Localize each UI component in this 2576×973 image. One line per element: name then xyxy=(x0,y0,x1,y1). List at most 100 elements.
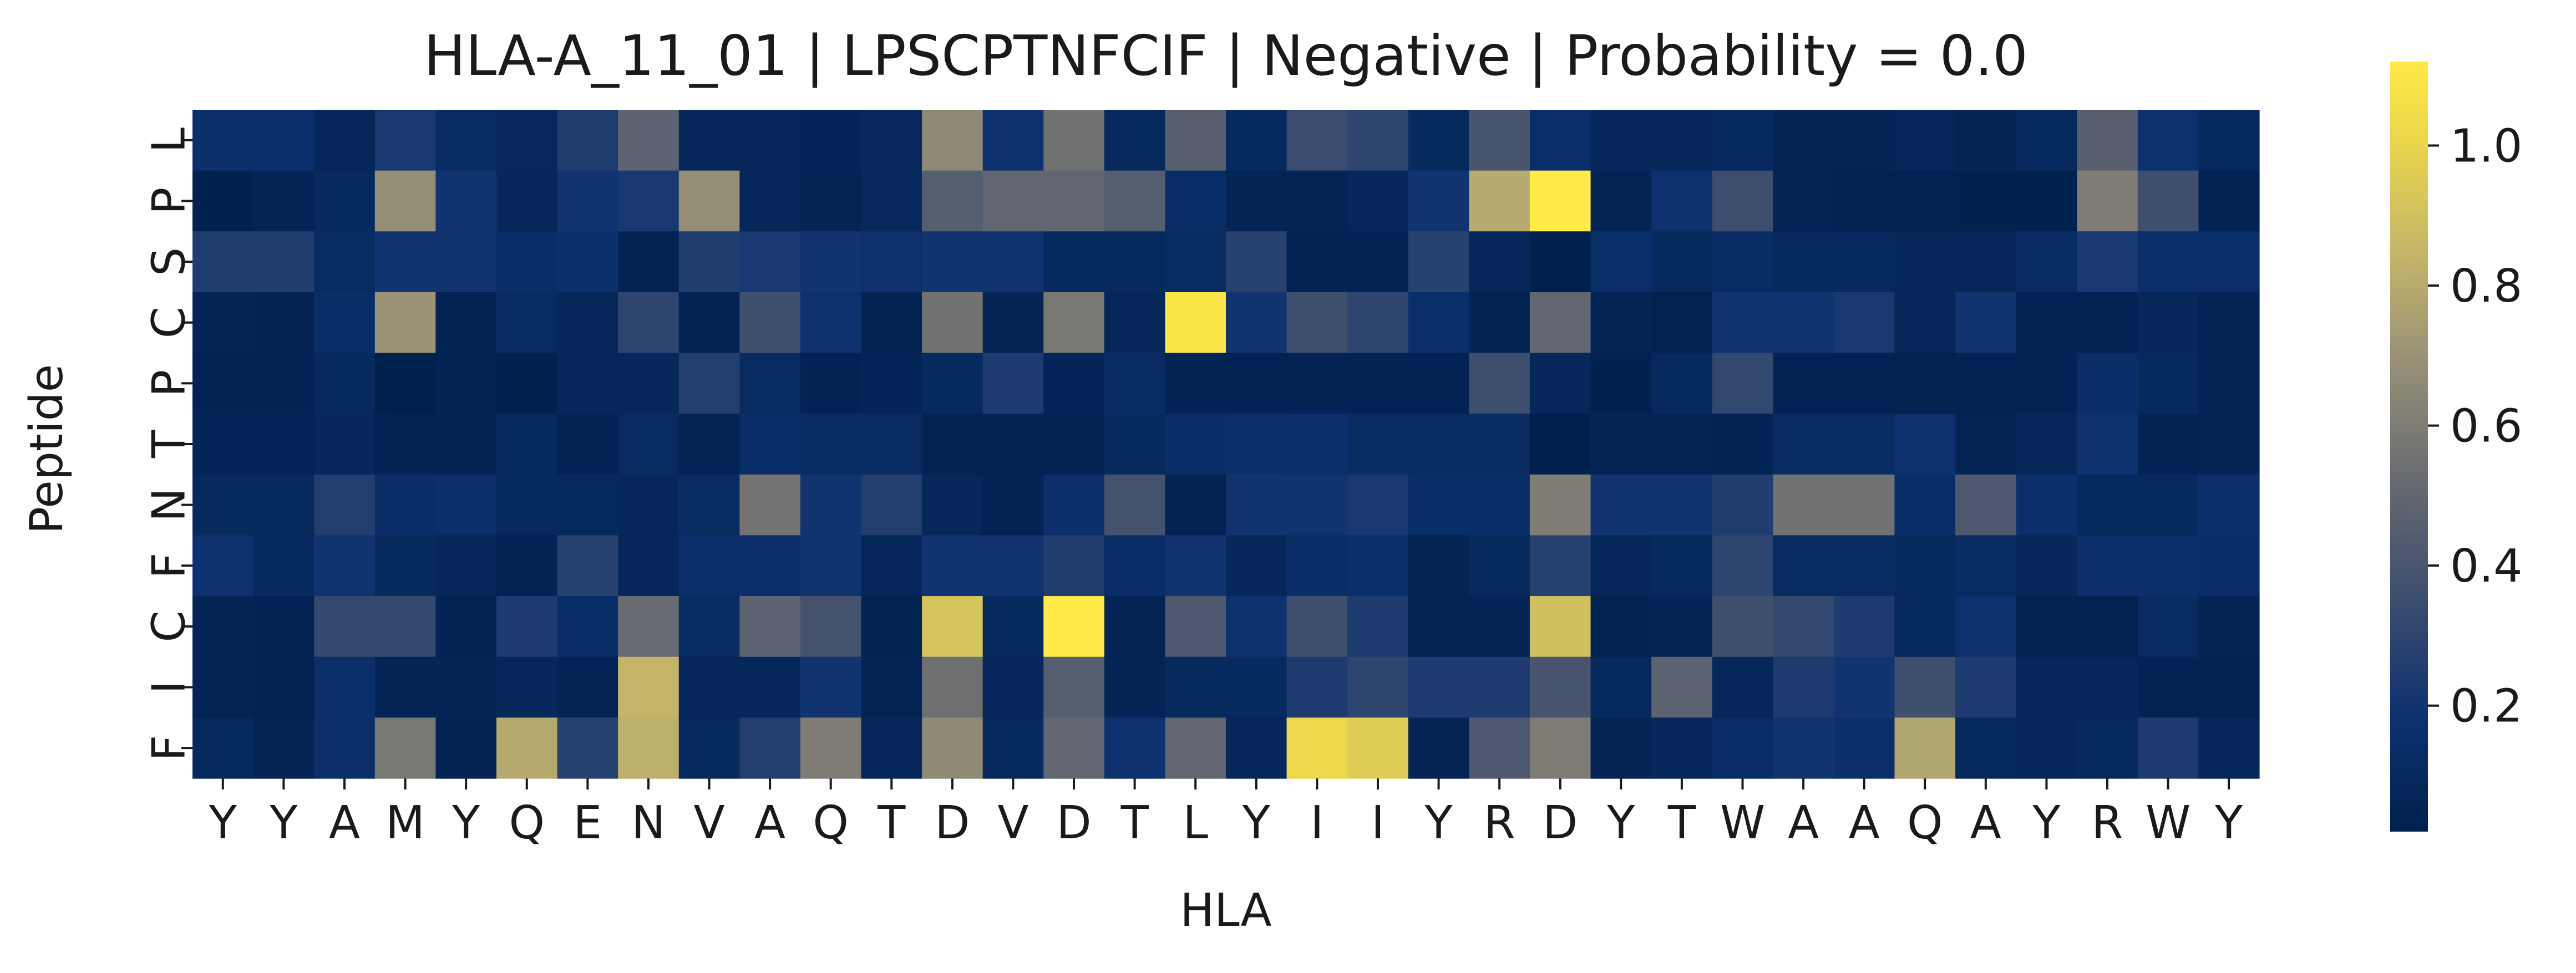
colorbar-tick-label: 0.6 xyxy=(2450,400,2522,453)
heatmap-cell xyxy=(1590,656,1652,718)
heatmap-cell xyxy=(253,474,315,536)
x-tick-label: T xyxy=(877,797,906,849)
heatmap-cell xyxy=(2137,535,2199,597)
heatmap-cell xyxy=(618,110,680,171)
colorbar-ticks: 0.2 0.4 0.6 0.8 1.0 xyxy=(2428,120,2522,733)
heatmap-cell xyxy=(861,474,922,536)
heatmap-cell xyxy=(678,535,740,597)
heatmap-cell xyxy=(678,596,740,658)
heatmap-cell xyxy=(435,292,497,354)
heatmap-cell xyxy=(2198,474,2260,536)
heatmap-cell xyxy=(1043,170,1105,232)
heatmap-cell xyxy=(1590,717,1652,779)
colorbar-tick-label: 0.8 xyxy=(2450,260,2522,313)
heatmap-cell xyxy=(922,535,983,597)
colorbar-tick-label: 0.4 xyxy=(2450,540,2522,593)
heatmap-cell xyxy=(618,292,680,354)
heatmap-cell xyxy=(1590,353,1652,414)
heatmap-cell xyxy=(435,231,497,293)
heatmap-cell xyxy=(1408,656,1469,718)
heatmap-cell xyxy=(496,110,558,171)
heatmap-cell xyxy=(1469,231,1530,293)
x-tick-label: Y xyxy=(209,797,237,849)
y-tick-label: C xyxy=(143,307,196,338)
heatmap-cell xyxy=(1226,231,1287,293)
heatmap-cell xyxy=(1165,656,1226,718)
heatmap-cell xyxy=(1043,414,1105,475)
heatmap-cell xyxy=(1529,656,1591,718)
y-axis-label: Peptide xyxy=(21,364,73,534)
heatmap-cell xyxy=(2137,170,2199,232)
heatmap-cell xyxy=(1712,414,1773,475)
heatmap-cell xyxy=(2016,231,2077,293)
x-tick-label: T xyxy=(1120,797,1149,849)
heatmap-cell xyxy=(1955,656,2017,718)
heatmap-cell xyxy=(192,292,254,354)
heatmap-cell xyxy=(1773,231,1834,293)
heatmap-cell xyxy=(1773,656,1834,718)
heatmap-cell xyxy=(1894,170,1956,232)
heatmap-cell xyxy=(2137,292,2199,354)
heatmap-cell xyxy=(314,353,376,414)
heatmap-cell xyxy=(1226,353,1287,414)
heatmap-cell xyxy=(557,353,618,414)
heatmap-cell xyxy=(2198,414,2260,475)
heatmap-cell xyxy=(2016,110,2077,171)
heatmap-cell xyxy=(374,292,436,354)
heatmap-cell xyxy=(1347,414,1409,475)
heatmap-cell xyxy=(2077,596,2138,658)
heatmap-cell xyxy=(800,231,862,293)
heatmap-cell xyxy=(253,110,315,171)
heatmap-cell xyxy=(1955,231,2017,293)
heatmap-cell xyxy=(800,474,862,536)
heatmap-cell xyxy=(1226,596,1287,658)
heatmap-cell xyxy=(1286,596,1348,658)
heatmap-cell xyxy=(1286,110,1348,171)
heatmap-cell xyxy=(800,110,862,171)
heatmap-cell xyxy=(861,170,922,232)
heatmap-cell xyxy=(922,170,983,232)
heatmap-cell xyxy=(739,474,801,536)
heatmap-cell xyxy=(1043,231,1105,293)
heatmap-cell xyxy=(557,656,618,718)
x-tick-label: A xyxy=(1970,797,2001,849)
x-tick-label: I xyxy=(1371,797,1385,849)
heatmap-cell xyxy=(314,535,376,597)
heatmap-cell xyxy=(1347,231,1409,293)
heatmap-cell xyxy=(1469,535,1530,597)
heatmap-cell xyxy=(922,110,983,171)
heatmap-cell xyxy=(1894,231,1956,293)
x-tick-label: E xyxy=(573,797,602,849)
heatmap-cell xyxy=(496,414,558,475)
heatmap-cell xyxy=(922,474,983,536)
heatmap-cell xyxy=(1529,717,1591,779)
x-tick-label: R xyxy=(2092,797,2123,849)
heatmap-cell xyxy=(1408,231,1469,293)
heatmap-cell xyxy=(1712,717,1773,779)
heatmap-cell xyxy=(800,414,862,475)
heatmap-cell xyxy=(435,414,497,475)
heatmap-cell xyxy=(1469,110,1530,171)
heatmap-cell xyxy=(1590,474,1652,536)
heatmap-cell xyxy=(192,110,254,171)
heatmap-cell xyxy=(1894,656,1956,718)
x-tick-label: V xyxy=(693,797,724,849)
heatmap-cell xyxy=(1043,717,1105,779)
heatmap-cell xyxy=(1043,656,1105,718)
y-tick-label: T xyxy=(143,430,196,459)
heatmap-cell xyxy=(496,170,558,232)
x-tick-label: I xyxy=(1310,797,1324,849)
heatmap-cell xyxy=(253,292,315,354)
heatmap-cell xyxy=(192,170,254,232)
heatmap-cell xyxy=(2198,110,2260,171)
heatmap-cell xyxy=(1347,170,1409,232)
heatmap-cell xyxy=(1165,596,1226,658)
heatmap-cell xyxy=(1104,231,1166,293)
heatmap-cell xyxy=(1651,535,1713,597)
heatmap-cell xyxy=(1651,353,1713,414)
heatmap-cell xyxy=(314,292,376,354)
x-tick-label: Y xyxy=(1424,797,1453,849)
heatmap-cell xyxy=(1165,474,1226,536)
heatmap-cell xyxy=(678,717,740,779)
